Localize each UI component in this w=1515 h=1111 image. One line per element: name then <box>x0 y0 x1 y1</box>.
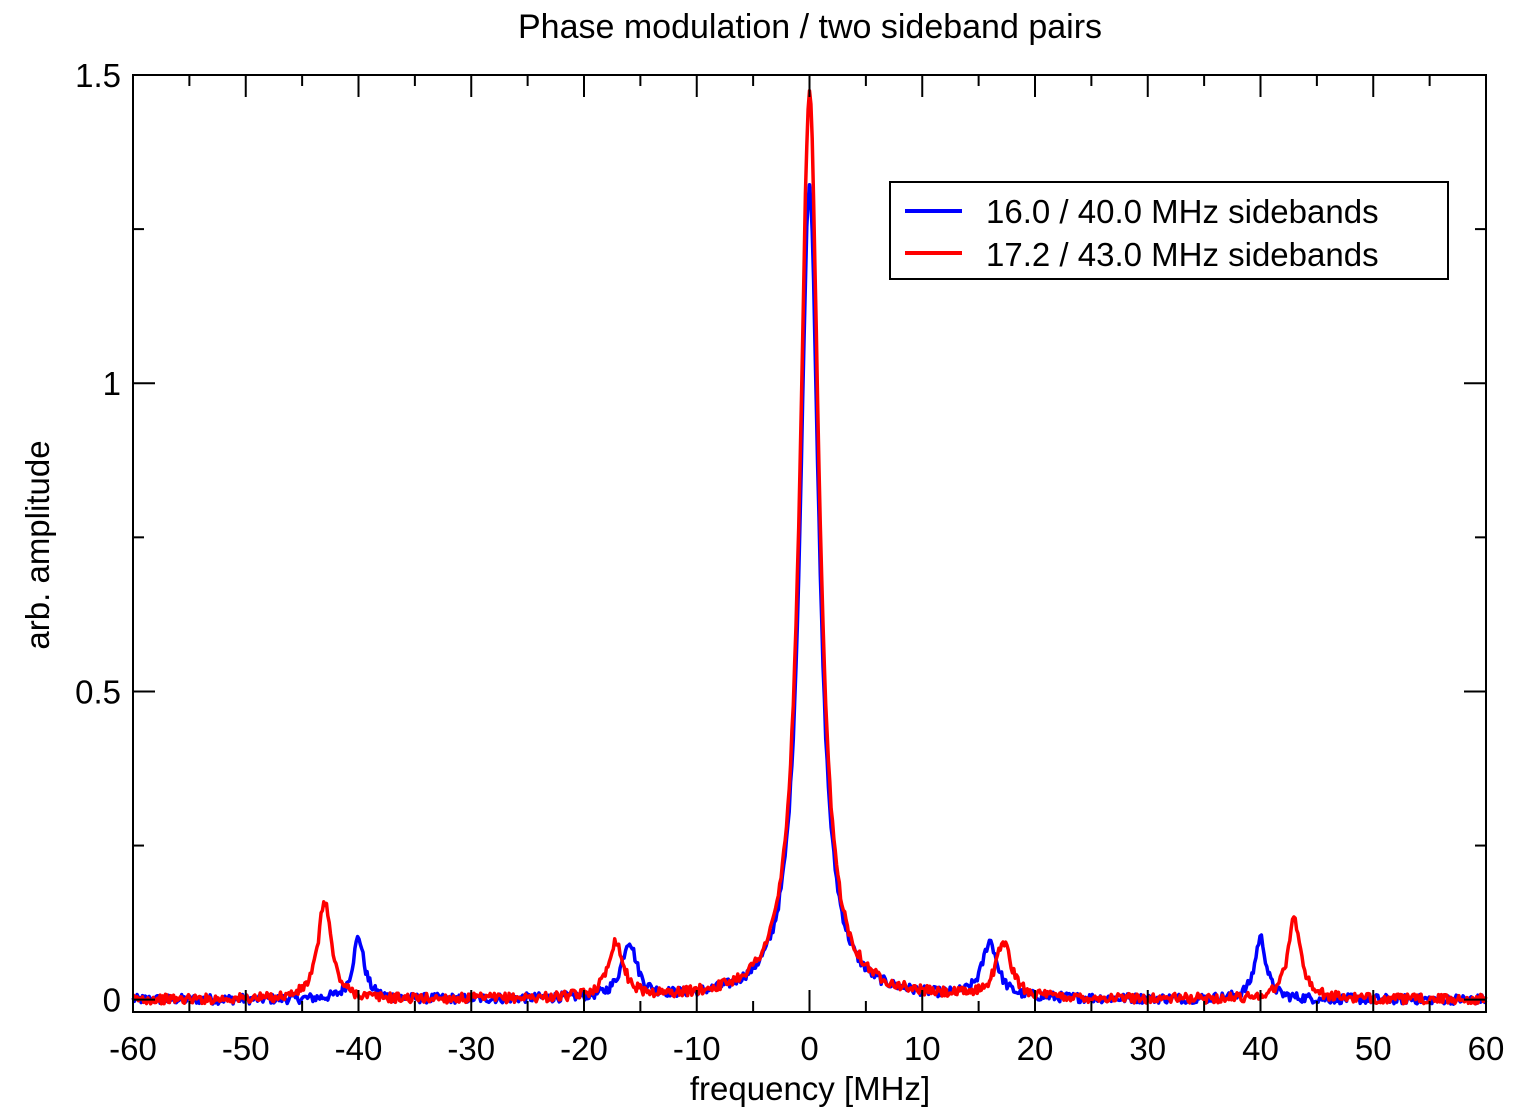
series-line-1 <box>131 182 1488 1006</box>
y-tick-label: 0.5 <box>75 673 121 710</box>
legend-box <box>889 181 1449 280</box>
x-tick-label: -50 <box>222 1030 270 1067</box>
legend: 16.0 / 40.0 MHz sidebands 17.2 / 43.0 MH… <box>889 181 1449 280</box>
y-axis-label: arb. amplitude <box>19 440 56 649</box>
x-tick-label: 50 <box>1355 1030 1392 1067</box>
x-axis-label: frequency [MHz] <box>690 1070 930 1107</box>
x-tick-label: -20 <box>560 1030 608 1067</box>
x-tick-label: 20 <box>1017 1030 1054 1067</box>
x-tick-label: -60 <box>109 1030 157 1067</box>
legend-label-series-1: 16.0 / 40.0 MHz sidebands <box>986 193 1379 230</box>
chart-title: Phase modulation / two sideband pairs <box>518 8 1102 46</box>
y-tick-label: 1.5 <box>75 57 121 94</box>
x-tick-label: -10 <box>673 1030 721 1067</box>
legend-label-series-2: 17.2 / 43.0 MHz sidebands <box>986 236 1379 273</box>
x-tick-label: 0 <box>800 1030 818 1067</box>
x-tick-label: -40 <box>335 1030 383 1067</box>
y-tick-label: 1 <box>103 365 121 402</box>
x-tick-label: 40 <box>1242 1030 1279 1067</box>
x-tick-label: -30 <box>447 1030 495 1067</box>
axis-ticks: -60 -50 -40 -30 -20 -10 0 10 20 30 40 50 60 0 0.5 1 1.5 <box>75 57 1504 1067</box>
y-tick-label: 0 <box>103 982 121 1019</box>
x-tick-label: 30 <box>1129 1030 1166 1067</box>
x-tick-label: 10 <box>904 1030 941 1067</box>
x-tick-label: 60 <box>1468 1030 1505 1067</box>
